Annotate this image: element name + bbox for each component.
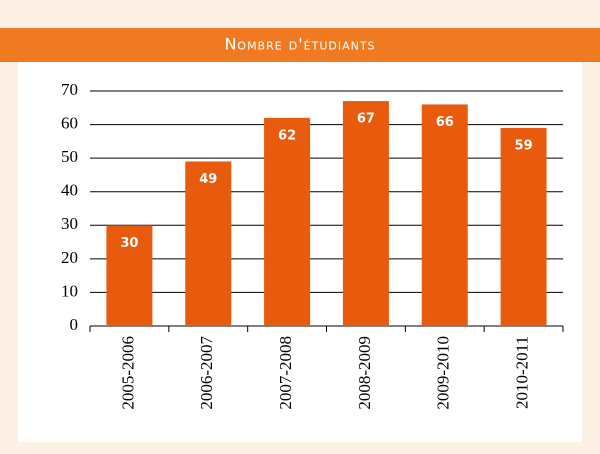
x-tick-label: 2008-2009	[355, 336, 374, 410]
x-tick-label: 2007-2008	[276, 336, 295, 410]
value-label: 59	[515, 138, 533, 153]
y-tick-label: 0	[70, 315, 79, 334]
x-tick-label: 2006-2007	[197, 336, 216, 410]
chart-title: Nombre d'étudiants	[224, 35, 375, 54]
bar	[264, 117, 311, 326]
value-label: 49	[199, 172, 217, 187]
y-tick-label: 20	[61, 248, 78, 267]
header-band	[0, 28, 600, 62]
bar	[421, 104, 468, 326]
bar	[185, 161, 232, 326]
value-label: 66	[436, 115, 454, 130]
value-label: 67	[357, 112, 375, 127]
y-tick-label: 60	[61, 113, 78, 132]
y-tick-label: 10	[61, 281, 78, 300]
y-tick-label: 70	[61, 80, 78, 99]
x-tick-label: 2005-2006	[118, 336, 137, 410]
value-label: 30	[120, 236, 138, 251]
x-tick-label: 2009-2010	[434, 336, 453, 410]
y-tick-label: 40	[61, 181, 78, 200]
bar	[342, 101, 389, 326]
bar	[106, 225, 153, 326]
x-tick-label: 2010-2011	[512, 336, 531, 409]
value-label: 62	[278, 128, 296, 143]
y-tick-label: 30	[61, 214, 78, 233]
y-tick-label: 50	[61, 147, 78, 166]
bar	[500, 127, 547, 326]
